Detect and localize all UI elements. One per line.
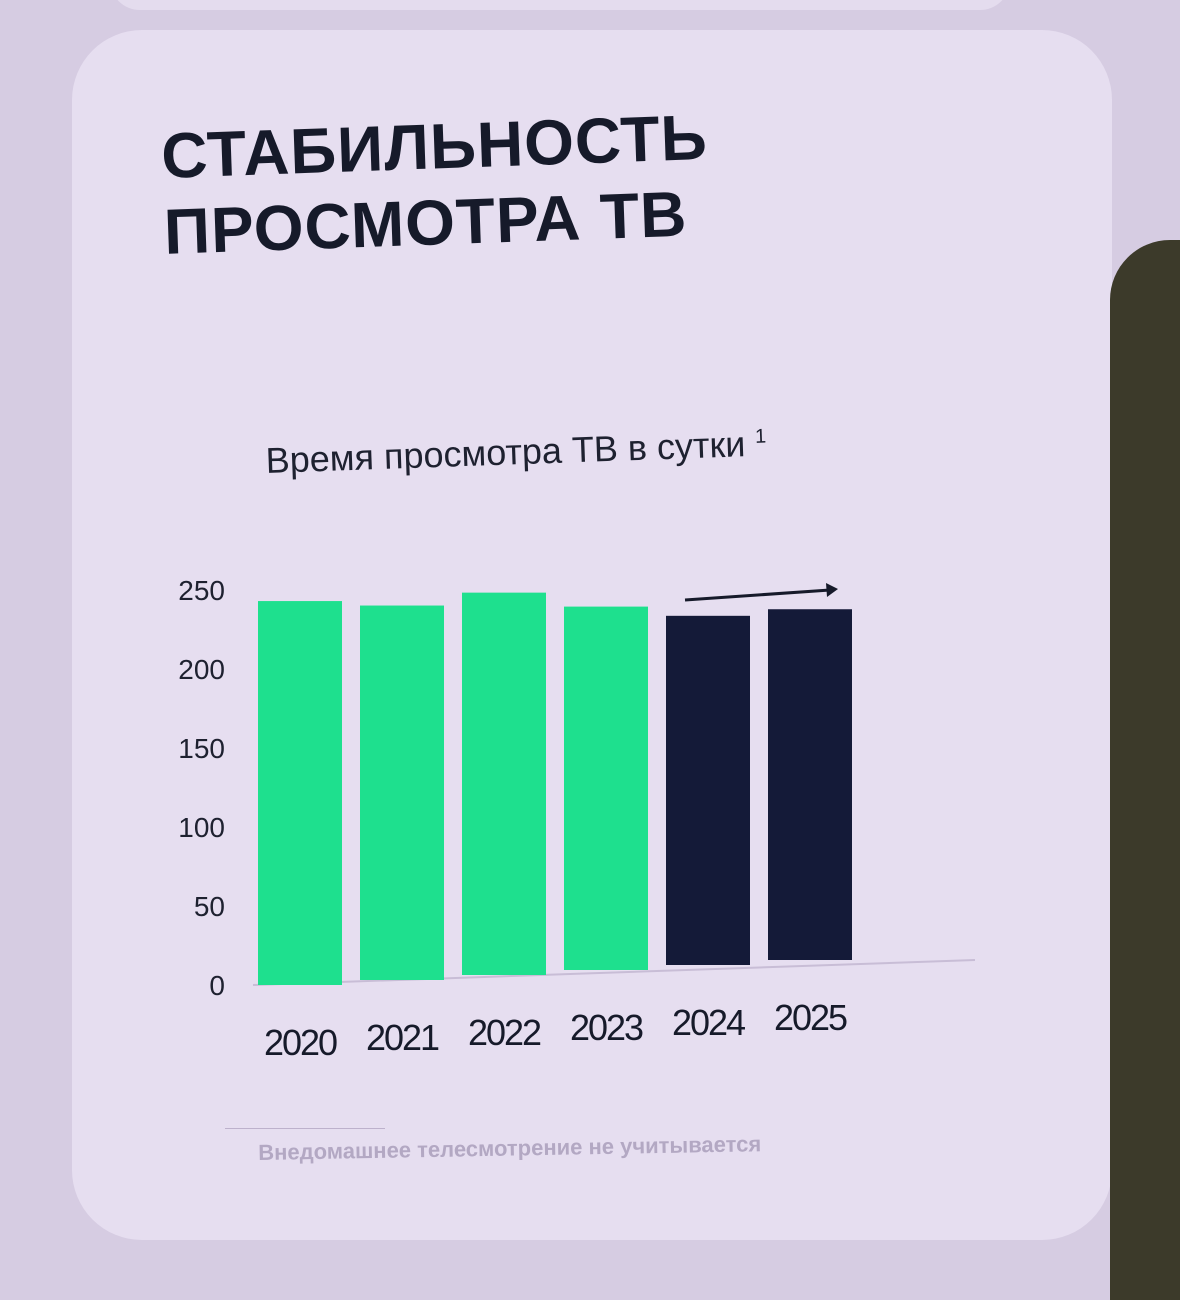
trend-arrow-line xyxy=(684,588,831,602)
x-tick-label: 2020 xyxy=(264,1022,337,1063)
bar-2021 xyxy=(360,605,444,980)
y-tick-label: 250 xyxy=(178,575,225,606)
x-tick-label: 2022 xyxy=(468,1012,541,1053)
presenter-silhouette xyxy=(1110,240,1180,1300)
y-tick-label: 100 xyxy=(178,812,225,843)
y-tick-label: 200 xyxy=(178,654,225,685)
x-tick-label: 2024 xyxy=(672,1002,745,1043)
bar-2024 xyxy=(666,615,750,965)
y-tick-label: 0 xyxy=(209,970,225,1001)
previous-card xyxy=(110,0,1010,10)
bar-2022 xyxy=(462,592,546,975)
footnote-divider xyxy=(225,1128,385,1129)
x-axis-line xyxy=(252,959,976,986)
y-tick-label: 50 xyxy=(194,891,225,922)
x-tick-label: 2023 xyxy=(570,1007,643,1048)
x-tick-label: 2025 xyxy=(774,997,847,1038)
x-tick-label: 2021 xyxy=(366,1017,439,1058)
y-tick-label: 150 xyxy=(178,733,225,764)
bar-2023 xyxy=(564,606,648,970)
bar-2025 xyxy=(768,609,852,960)
arrow-right-icon xyxy=(826,583,838,597)
bar-2020 xyxy=(258,601,342,985)
